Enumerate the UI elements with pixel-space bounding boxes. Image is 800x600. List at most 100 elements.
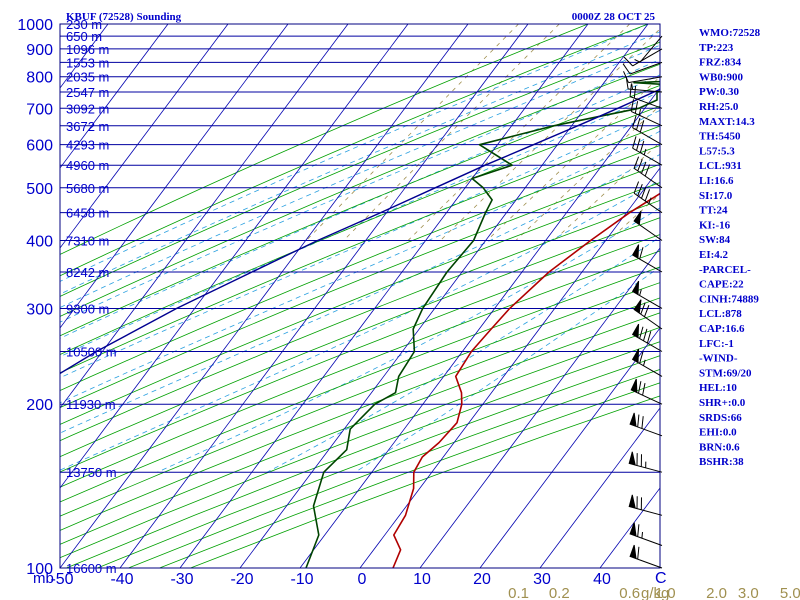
isotherm-line — [60, 24, 409, 489]
pressure-tick-labels: 100 200 300 400 500 600 700 800 900 1000 — [17, 17, 53, 578]
index-value: CINH:74889 — [699, 293, 759, 305]
dewpoint-trace — [305, 80, 660, 568]
index-value: CAPE:22 — [699, 279, 744, 291]
index-value: HEL:10 — [699, 382, 737, 394]
temperature-tick-labels: -50 -40 -30 -20 -10 0 10 20 30 40 — [50, 571, 611, 588]
temperature-tick-label: -50 — [50, 571, 73, 588]
wind-barb — [633, 156, 663, 189]
temperature-trace — [392, 192, 660, 568]
wind-barb — [623, 71, 663, 84]
index-value: LCL:931 — [699, 160, 742, 172]
isotherm-line — [60, 24, 349, 409]
height-label: 230 m — [66, 17, 102, 32]
pressure-tick-label: 400 — [26, 233, 53, 250]
temperature-tick-label: -10 — [290, 571, 313, 588]
wind-barb — [633, 181, 663, 214]
isotherm-line — [299, 87, 660, 568]
index-value: BRN:0.6 — [699, 441, 740, 453]
temperature-tick-label: 0 — [358, 571, 367, 588]
moist-adiabat — [60, 58, 660, 323]
index-value: WMO:72528 — [699, 27, 761, 39]
wind-barb — [633, 210, 663, 241]
height-label: 4293 m — [66, 138, 109, 153]
temperature-tick-label: 20 — [473, 571, 491, 588]
pressure-tick-label: 600 — [26, 138, 53, 155]
isotherm-line — [539, 407, 660, 568]
isotherms — [60, 24, 660, 568]
wind-barb — [631, 348, 663, 377]
sounding-traces — [60, 80, 660, 568]
sounding-indices: WMO:72528 TP:223 FRZ:834 WB0:900 PW:0.30 RH:2… — [699, 27, 761, 468]
index-value: TH:5450 — [699, 131, 741, 143]
wind-barb — [623, 48, 663, 67]
isotherm-line — [119, 24, 529, 568]
index-value: -WIND- — [699, 353, 738, 365]
index-value: SHR+:0.0 — [699, 397, 746, 409]
wind-barb — [631, 280, 663, 309]
height-label: 1096 m — [66, 42, 109, 57]
index-value: LFC:-1 — [699, 338, 734, 350]
mixing-ratio-tick-labels: 0.10.20.61.02.03.05.010.020.040.0 — [508, 585, 800, 600]
chart-subtitle: 0000Z 28 OCT 25 — [572, 11, 656, 23]
pressure-tick-label: 800 — [26, 70, 53, 87]
index-value: SI:17.0 — [699, 190, 733, 202]
temperature-tick-label: 30 — [533, 571, 551, 588]
wind-barb — [632, 136, 663, 166]
mixing-ratio-tick-label: 1.0 — [655, 585, 676, 600]
wind-barb — [631, 244, 663, 273]
height-label: 9300 m — [66, 301, 109, 316]
height-label: 3672 m — [66, 119, 109, 134]
pressure-tick-label: 900 — [26, 42, 53, 59]
isotherm-line — [60, 24, 229, 249]
temperature-tick-label: 40 — [593, 571, 611, 588]
mixing-ratio-tick-label: 2.0 — [706, 585, 727, 600]
pressure-tick-label: 100 — [26, 561, 53, 578]
wind-barb — [630, 378, 663, 405]
temperature-tick-label: -20 — [230, 571, 253, 588]
index-value: TP:223 — [699, 42, 734, 54]
wind-barb — [628, 451, 663, 473]
index-value: CAP:16.6 — [699, 323, 745, 335]
pressure-unit-label: mb — [33, 570, 54, 587]
isotherm-line — [419, 247, 660, 568]
mixing-ratio-tick-label: 0.6 — [619, 585, 640, 600]
height-label: 4960 m — [66, 158, 109, 173]
index-value: PW:0.30 — [699, 86, 740, 98]
background-lines — [60, 24, 660, 568]
height-labels: 16600 m 13750 m 11930 m 10500 m 9300 m 8242 m… — [66, 17, 117, 576]
height-label: 16600 m — [66, 561, 117, 576]
height-label: 13750 m — [66, 465, 117, 480]
height-label: 650 m — [66, 29, 102, 44]
pressure-tick-label: 500 — [26, 181, 53, 198]
pressure-tick-label: 1000 — [17, 17, 53, 34]
height-label: 10500 m — [66, 345, 117, 360]
moist-adiabat — [354, 266, 660, 473]
temperature-tick-label: 10 — [413, 571, 431, 588]
pressure-tick-label: 300 — [26, 301, 53, 318]
height-label: 5680 m — [66, 181, 109, 196]
isotherm-line — [479, 327, 660, 568]
wind-barb — [633, 299, 663, 330]
index-value: SRDS:66 — [699, 412, 742, 424]
index-value: KI:-16 — [699, 219, 731, 231]
wind-barb — [632, 115, 663, 146]
index-value: SW:84 — [699, 234, 731, 246]
moist-adiabat — [60, 91, 660, 358]
index-value: WB0:900 — [699, 71, 744, 83]
index-value: RH:25.0 — [699, 101, 739, 113]
temperature-unit-label: C — [655, 570, 667, 587]
wind-barb — [631, 323, 663, 352]
isotherm-line — [60, 24, 469, 568]
wind-barb — [629, 544, 663, 569]
wind-barb — [628, 494, 663, 516]
index-value: TT:24 — [699, 205, 728, 217]
wind-barb — [622, 61, 663, 75]
moist-adiabat — [60, 24, 649, 282]
index-value: -PARCEL- — [699, 264, 751, 276]
height-label: 11930 m — [66, 397, 116, 412]
isotherm-line — [60, 24, 289, 329]
index-value: STM:69/20 — [699, 367, 752, 379]
index-value: EHI:0.0 — [699, 427, 737, 439]
wind-barbs — [622, 35, 663, 569]
mixing-ratio-tick-label: 5.0 — [780, 585, 800, 600]
